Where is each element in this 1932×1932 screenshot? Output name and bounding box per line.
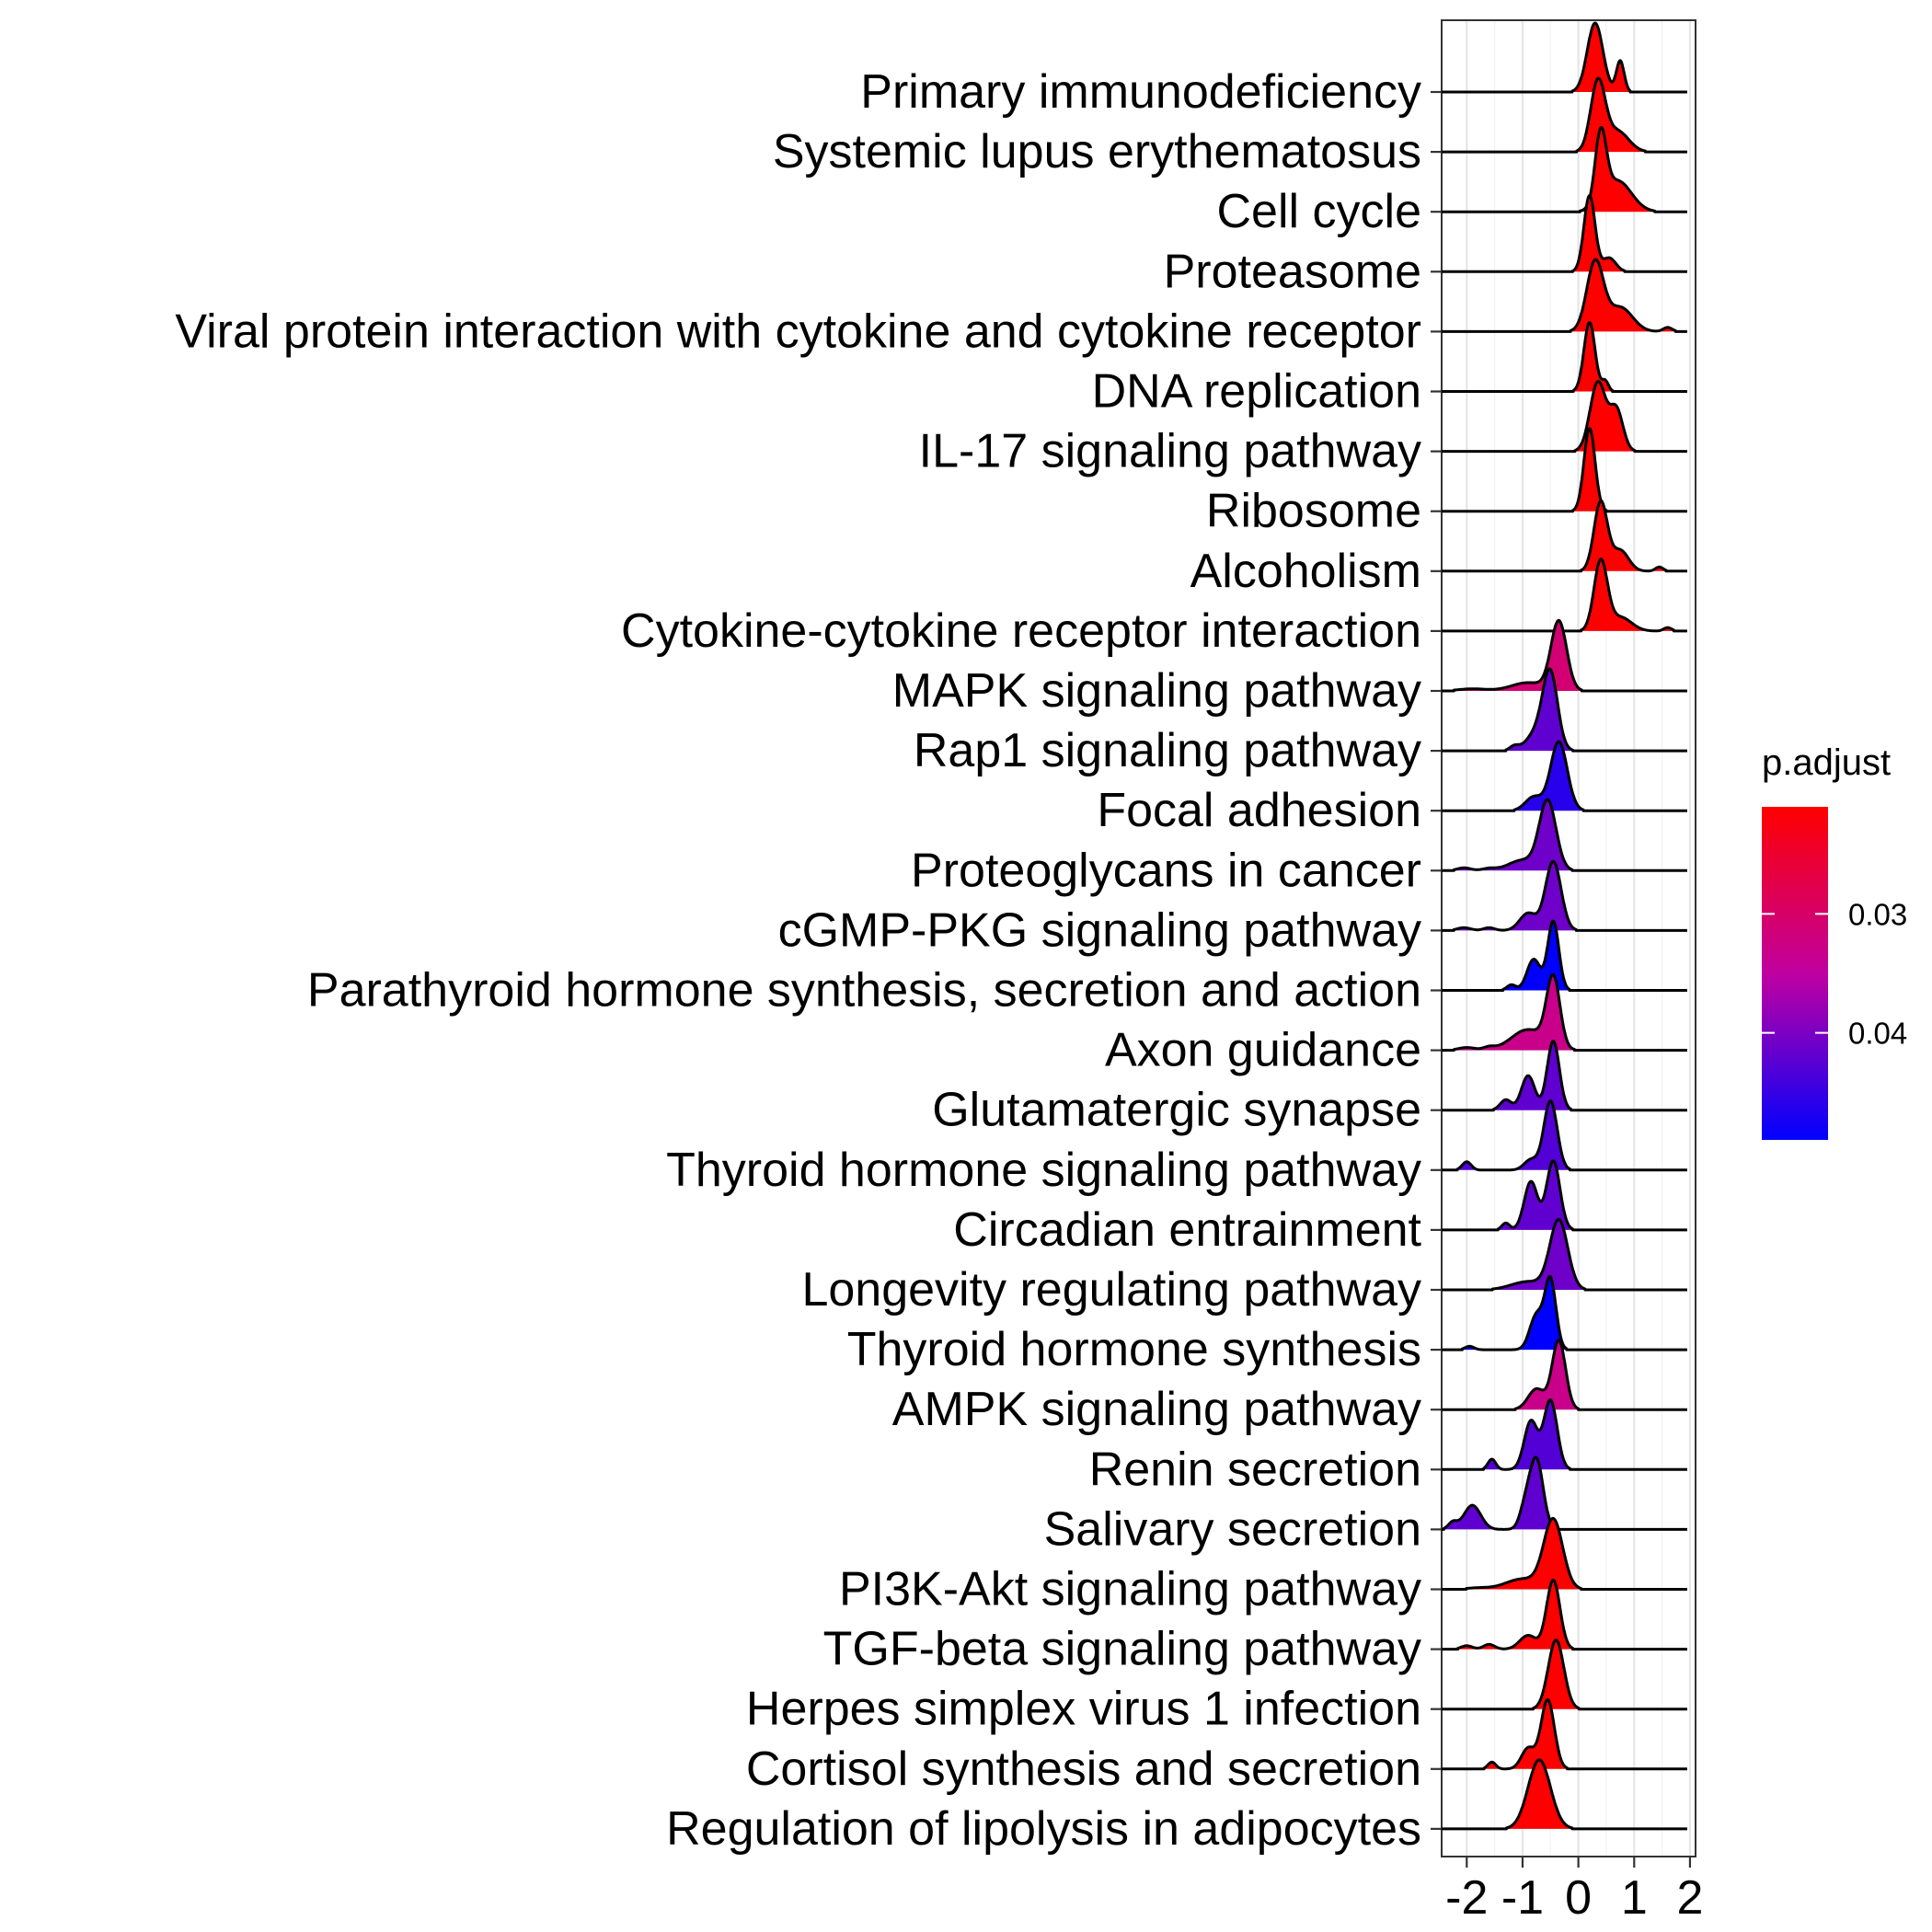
y-tick-label: Longevity regulating pathway: [801, 1263, 1421, 1317]
y-tick-label: Systemic lupus erythematosus: [773, 125, 1421, 178]
ridge-line: [1442, 740, 1687, 812]
y-tick-label: Focal adhesion: [1097, 784, 1421, 837]
ridge-line: [1442, 1455, 1687, 1531]
ridge-line: [1442, 919, 1687, 992]
legend-tick-label: 0.03: [1848, 897, 1907, 931]
y-tick-label: IL-17 signaling pathway: [919, 425, 1421, 478]
ridge-line: [1442, 1217, 1687, 1292]
ridge-line: [1442, 558, 1687, 633]
y-tick-label: Renin secretion: [1089, 1443, 1421, 1496]
ridge-line: [1442, 798, 1687, 872]
y-tick-label: Proteoglycans in cancer: [911, 844, 1421, 897]
ridge-fill: [1581, 558, 1674, 631]
y-tick-label: Parathyroid hormone synthesis, secretion…: [307, 964, 1421, 1018]
y-tick-label: Viral protein interaction with cytokine …: [175, 305, 1421, 358]
ridge-line: [1442, 667, 1687, 753]
y-tick-label: Cell cycle: [1217, 185, 1422, 238]
y-tick-label: Cortisol synthesis and secretion: [746, 1742, 1421, 1796]
ridge-fill: [1502, 921, 1570, 991]
y-tick-label: AMPK signaling pathway: [892, 1383, 1421, 1436]
ridge-line: [1442, 499, 1687, 573]
y-tick-label: DNA replication: [1092, 365, 1421, 419]
plot-area: Primary immunodeficiency Systemic lupus e…: [175, 19, 1703, 1925]
ridge-line: [1442, 76, 1687, 154]
legend-tick-label: 0.04: [1848, 1017, 1907, 1051]
ridge-line: [1442, 125, 1687, 213]
ridge-fill: [1533, 1639, 1580, 1709]
y-tick-label: Herpes simplex virus 1 infection: [746, 1683, 1421, 1736]
y-tick-label: Rap1 signaling pathway: [914, 724, 1421, 777]
ridge-fill: [1454, 799, 1572, 871]
ridge-line: [1442, 1040, 1687, 1112]
y-tick-label: PI3K-Akt signaling pathway: [839, 1563, 1421, 1616]
y-tick-label: Salivary secretion: [1044, 1502, 1421, 1556]
y-tick-label: Ribosome: [1206, 485, 1421, 538]
ridge-fill: [1580, 127, 1655, 213]
ridge-line: [1442, 1099, 1687, 1172]
ridge-fill: [1462, 1276, 1567, 1351]
legend-title: p.adjust: [1762, 742, 1891, 783]
y-tick-label: Axon guidance: [1105, 1024, 1421, 1077]
y-tick-label: Proteasome: [1164, 245, 1421, 298]
panel-border: [1441, 19, 1696, 1857]
ridge-fill: [1570, 259, 1676, 332]
x-tick-label: -1: [1501, 1871, 1544, 1925]
ridge-line: [1442, 194, 1687, 273]
x-tick-label: -2: [1445, 1871, 1488, 1925]
ridge-fill: [1573, 322, 1613, 392]
ridge-line: [1442, 1274, 1687, 1351]
y-tick-label: Regulation of lipolysis in adipocytes: [666, 1802, 1421, 1856]
y-tick-label: Thyroid hormone synthesis: [847, 1323, 1421, 1376]
ridge-line: [1442, 1758, 1687, 1831]
x-tick-label: 2: [1676, 1871, 1703, 1925]
y-tick-label: cGMP-PKG signaling pathway: [778, 903, 1421, 957]
ridge-line: [1442, 380, 1687, 454]
ridge-line: [1442, 1339, 1687, 1411]
ridge-fill: [1454, 974, 1575, 1051]
y-tick-label: MAPK signaling pathway: [892, 664, 1421, 718]
x-tick-label: 0: [1565, 1871, 1592, 1925]
y-tick-label: Thyroid hormone signaling pathway: [666, 1144, 1421, 1197]
ridge-line: [1442, 1516, 1687, 1591]
y-tick-label: Primary immunodeficiency: [860, 65, 1421, 119]
ridge-fill: [1581, 500, 1666, 571]
ridge-fill: [1484, 1699, 1568, 1769]
ridge-fill: [1493, 1041, 1571, 1110]
ridge-line: [1442, 618, 1687, 693]
ridge-line: [1442, 1698, 1687, 1771]
ridge-fill: [1498, 1160, 1573, 1230]
ridge-line: [1442, 21, 1687, 94]
y-tick-label: TGF-beta signaling pathway: [823, 1623, 1421, 1676]
legend-colorbar: [1762, 807, 1828, 1140]
ridge-line: [1442, 972, 1687, 1052]
legend: p.adjust 0.03 0.04: [1762, 742, 1907, 1140]
ridge-line: [1442, 258, 1687, 333]
y-tick-label: Cytokine-cytokine receptor interaction: [621, 604, 1421, 658]
ridge-fill: [1443, 1457, 1557, 1530]
y-tick-label: Circadian entrainment: [953, 1203, 1421, 1257]
ridge-line: [1442, 1159, 1687, 1232]
ridge-line: [1442, 859, 1687, 932]
ridge-fill: [1454, 861, 1577, 931]
ridge-fill: [1466, 1518, 1581, 1590]
ridge-line: [1442, 1578, 1687, 1651]
ridge-line: [1442, 321, 1687, 393]
x-tick-label: 1: [1621, 1871, 1648, 1925]
ridge-fill: [1492, 1219, 1585, 1290]
y-tick-label: Glutamatergic synapse: [932, 1084, 1421, 1137]
ridge-fill: [1506, 1759, 1572, 1829]
ridge-fill: [1457, 1100, 1570, 1170]
y-tick-label: Alcoholism: [1190, 545, 1421, 598]
ridge-fill: [1457, 1580, 1573, 1650]
ridge-line: [1442, 1639, 1687, 1711]
ridge-line: [1442, 1398, 1687, 1471]
